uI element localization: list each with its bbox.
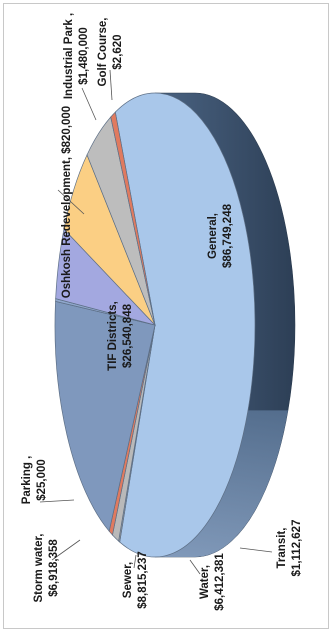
label-sewer-name: Sewer, xyxy=(122,562,134,598)
leader-line-2 xyxy=(109,69,113,101)
label-tif-value: $26,540,848 xyxy=(122,303,134,368)
label-general-name: General, xyxy=(207,213,219,259)
label-water: Water, $6,412,381 xyxy=(199,553,226,611)
leader-line-7 xyxy=(239,547,273,553)
label-general-value: $86,749,248 xyxy=(222,203,234,268)
leader-line-4 xyxy=(51,539,81,561)
label-general: General, $86,749,248 xyxy=(207,203,234,268)
label-golf: Golf Course, $2,620 xyxy=(97,17,124,86)
label-parking-value: $25,000 xyxy=(36,459,48,501)
pie-slice-transit xyxy=(110,111,156,326)
label-parking-name: Parking , xyxy=(21,456,33,505)
label-industrial: Industrial Park , $1,480,000 xyxy=(63,13,90,99)
label-transit: Transit, $1,112,627 xyxy=(276,520,303,577)
label-sewer-value: $8,815,237 xyxy=(137,551,149,609)
label-industrial-value: $1,480,000 xyxy=(78,27,90,85)
leader-lines xyxy=(39,69,273,575)
leader-line-6 xyxy=(189,559,201,575)
label-tif-name: TIF Districts, xyxy=(107,301,119,371)
leader-line-3 xyxy=(39,499,75,503)
leader-line-5 xyxy=(133,554,137,569)
label-industrial-name: Industrial Park , xyxy=(63,13,75,99)
label-water-value: $6,412,381 xyxy=(214,553,226,611)
label-golf-name: Golf Course, xyxy=(97,17,109,86)
pie-slice-general xyxy=(114,92,256,558)
leader-line-0 xyxy=(57,189,85,215)
label-sewer: Sewer, $8,815,237 xyxy=(122,551,149,609)
label-storm-value: $6,918,358 xyxy=(48,539,60,597)
pie-side-highlight xyxy=(155,410,288,557)
label-oshkosh-text: Oshkosh Redevelopment, $820,000 xyxy=(61,106,73,298)
label-parking: Parking , $25,000 xyxy=(21,456,48,505)
leader-line-1 xyxy=(81,87,97,121)
label-tif: TIF Districts, $26,540,848 xyxy=(107,301,134,371)
label-water-name: Water, xyxy=(199,565,211,599)
label-golf-value: $2,620 xyxy=(112,34,124,69)
label-storm: Storm water, $6,918,358 xyxy=(33,533,60,602)
label-storm-name: Storm water, xyxy=(33,533,45,602)
label-oshkosh: Oshkosh Redevelopment, $820,000 xyxy=(61,106,73,298)
label-transit-name: Transit, xyxy=(276,528,288,569)
label-transit-value: $1,112,627 xyxy=(291,520,303,577)
pie-slice-tif-districts xyxy=(54,300,156,532)
pie-slices xyxy=(54,92,256,558)
